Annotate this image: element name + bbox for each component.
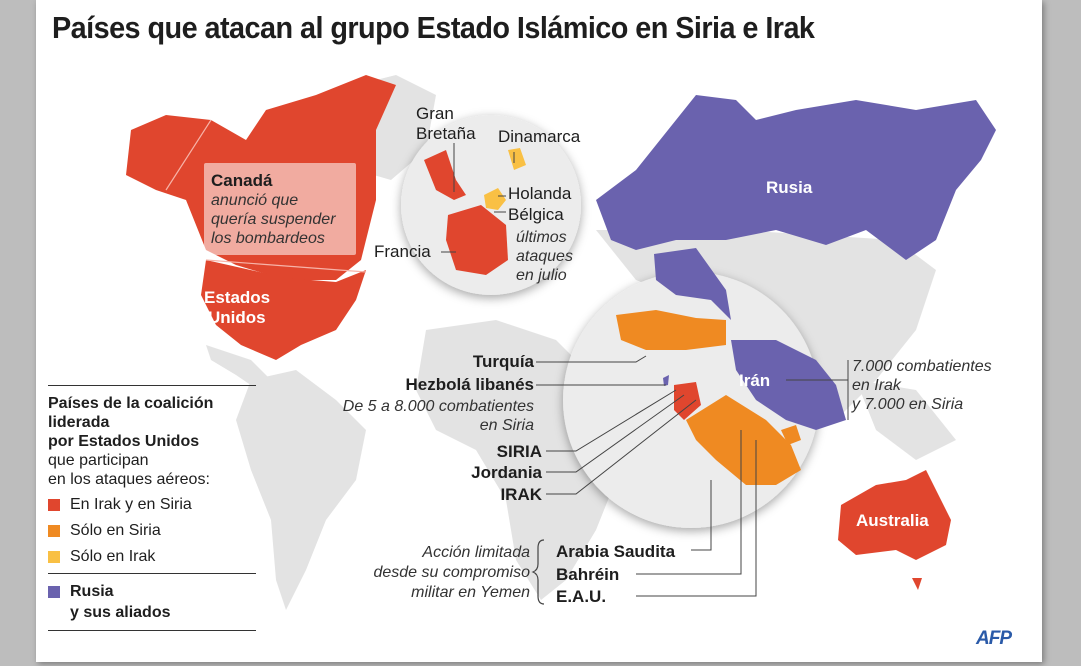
gulf-note-3: militar en Yemen: [411, 584, 530, 601]
label-bahrain: Bahréin: [556, 565, 620, 584]
label-hezbollah: Hezbolá libanés: [405, 375, 534, 394]
legend-divider: [48, 385, 256, 386]
denmark-shape: [508, 148, 526, 170]
label-jordan: Jordania: [471, 463, 542, 482]
saudi-arabia-shape: [686, 395, 801, 485]
label-syria: SIRIA: [496, 442, 542, 461]
legend-item-iraq-and-syria: En Irak y en Siria: [48, 495, 256, 514]
label-turkey: Turquía: [472, 352, 534, 371]
label-iran: Irán: [739, 371, 771, 390]
swatch-red: [48, 498, 60, 511]
label-great-britain-2: Bretaña: [416, 124, 476, 143]
belgium-note-3: en julio: [516, 267, 567, 284]
legend-item-russia: Rusia: [48, 582, 256, 601]
label-usa-2: Unidos: [208, 308, 266, 327]
uae-shape: [781, 425, 801, 445]
legend-heading: Países de la coalición liderada por Esta…: [48, 395, 214, 488]
iran-note-2: en Irak: [852, 377, 901, 394]
gulf-bracket: [531, 539, 545, 605]
canada-callout-box: [204, 163, 356, 255]
hezbollah-shape: [663, 375, 669, 386]
canada-note-1: anunció que: [211, 192, 299, 209]
swatch-purple: [48, 585, 60, 598]
turkey-shape: [616, 310, 726, 350]
south-america-shape: [236, 370, 366, 610]
swatch-orange: [48, 524, 60, 537]
canada-note-2: quería suspender: [211, 211, 336, 228]
legend-divider: [48, 573, 256, 574]
label-saudi-arabia: Arabia Saudita: [556, 542, 676, 561]
russia-shape: [596, 95, 996, 260]
label-great-britain-1: Gran: [416, 104, 454, 123]
benelux-shape: [484, 188, 506, 210]
label-canada: Canadá: [211, 171, 273, 190]
swatch-yellow: [48, 550, 60, 563]
iran-note-3: y 7.000 en Siria: [852, 396, 964, 413]
label-denmark: Dinamarca: [498, 127, 581, 146]
belgium-note-1: últimos: [516, 229, 567, 246]
gulf-note-2: desde su compromiso: [373, 564, 530, 581]
iran-shape: [731, 340, 846, 430]
label-belgium: Bélgica: [508, 205, 564, 224]
hezbollah-note-2: en Siria: [479, 417, 534, 434]
usa-shape: [201, 260, 366, 360]
map-page: Países que atacan al grupo Estado Islámi…: [36, 0, 1042, 662]
legend-item-iraq-only: Sólo en Irak: [48, 547, 256, 566]
legend: Países de la coalición liderada por Esta…: [48, 385, 256, 631]
label-russia: Rusia: [766, 178, 813, 197]
uk-shape: [424, 150, 466, 200]
iran-note-1: 7.000 combatientes: [852, 358, 992, 375]
belgium-note-2: ataques: [516, 248, 573, 265]
france-shape: [446, 205, 508, 275]
jordan-shape: [674, 382, 701, 420]
label-australia: Australia: [856, 511, 929, 530]
canada-note-3: los bombardeos: [211, 230, 325, 247]
hezbollah-note-1: De 5 a 8.000 combatientes: [342, 398, 534, 415]
page-title: Países que atacan al grupo Estado Islámi…: [52, 10, 815, 45]
afp-logo: AFP: [976, 628, 1012, 649]
label-netherlands: Holanda: [508, 184, 572, 203]
legend-divider: [48, 630, 256, 631]
label-france: Francia: [374, 242, 431, 261]
label-uae: E.A.U.: [556, 587, 607, 606]
australia-shape: [838, 470, 951, 560]
label-iraq: IRAK: [500, 485, 542, 504]
legend-item-syria-only: Sólo en Siria: [48, 521, 256, 540]
ukraine-region-shape: [654, 248, 731, 320]
label-usa-1: Estados: [204, 288, 271, 307]
gulf-note-1: Acción limitada: [422, 544, 530, 561]
